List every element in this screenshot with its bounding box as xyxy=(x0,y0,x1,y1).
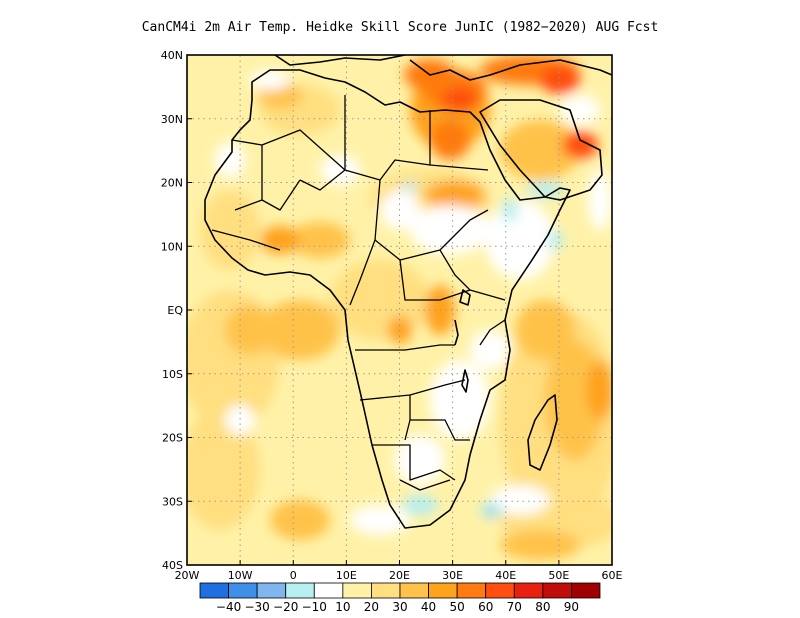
colorbar-label: −30 xyxy=(244,600,269,614)
colorbar-label: −20 xyxy=(273,600,298,614)
colorbar-label: −40 xyxy=(216,600,241,614)
colorbar-swatch xyxy=(399,582,429,599)
x-tick-label: 0 xyxy=(290,569,297,582)
x-axis-ticks: 20W 10W 0 10E 20E 30E 40E 50E 60E xyxy=(175,560,623,582)
colorbar-label: −10 xyxy=(302,600,327,614)
colorbar-swatch xyxy=(571,582,601,599)
y-tick-label: 20S xyxy=(162,432,183,445)
colorbar-labels: −40 −30 −20 −10 10 20 30 40 50 60 70 80 90 xyxy=(216,600,579,614)
y-tick-label: 30S xyxy=(162,495,183,508)
y-tick-label: 40N xyxy=(161,49,183,62)
skill-field xyxy=(187,55,612,565)
colorbar-swatch xyxy=(228,582,258,599)
colorbar-swatch xyxy=(542,582,572,599)
x-tick-label: 10E xyxy=(336,569,357,582)
colorbar-swatch xyxy=(313,582,344,599)
colorbar-swatch xyxy=(342,582,372,599)
colorbar-label: 10 xyxy=(335,600,350,614)
y-tick-label: 10S xyxy=(162,368,183,381)
colorbar-label: 20 xyxy=(364,600,379,614)
x-tick-label: 20E xyxy=(389,569,410,582)
coastline xyxy=(204,55,612,529)
y-tick-label: 40S xyxy=(162,559,183,572)
y-axis-ticks: 40N 30N 20N 10N EQ 10S 20S 30S 40S xyxy=(161,49,192,572)
x-tick-label: 40E xyxy=(495,569,516,582)
colorbar-swatch xyxy=(199,582,229,599)
y-tick-label: 30N xyxy=(161,113,183,126)
colorbar-swatch xyxy=(371,582,401,599)
x-tick-label: 10W xyxy=(228,569,253,582)
y-tick-label: 20N xyxy=(161,177,183,190)
colorbar-swatch xyxy=(256,582,287,599)
colorbar-label: 80 xyxy=(535,600,550,614)
country-borders xyxy=(211,95,506,491)
colorbar-swatch xyxy=(456,582,487,599)
colorbar-label: 60 xyxy=(478,600,493,614)
x-tick-label: 30E xyxy=(442,569,463,582)
colorbar-label: 50 xyxy=(450,600,465,614)
colorbar-swatch xyxy=(513,582,544,599)
map-title: CanCM4i 2m Air Temp. Heidke Skill Score … xyxy=(141,20,659,35)
colorbar-swatch xyxy=(485,582,515,599)
colorbar-swatch xyxy=(285,582,315,599)
x-tick-label: 20W xyxy=(175,569,200,582)
x-tick-label: 60E xyxy=(602,569,623,582)
colorbar-swatch xyxy=(428,582,458,599)
colorbar xyxy=(199,582,601,599)
colorbar-label: 90 xyxy=(564,600,579,614)
colorbar-label: 40 xyxy=(421,600,436,614)
colorbar-label: 70 xyxy=(507,600,522,614)
x-tick-label: 50E xyxy=(548,569,569,582)
y-tick-label: 10N xyxy=(161,240,183,253)
colorbar-label: 30 xyxy=(392,600,407,614)
grid-lines xyxy=(187,55,612,565)
y-tick-label: EQ xyxy=(167,304,183,317)
